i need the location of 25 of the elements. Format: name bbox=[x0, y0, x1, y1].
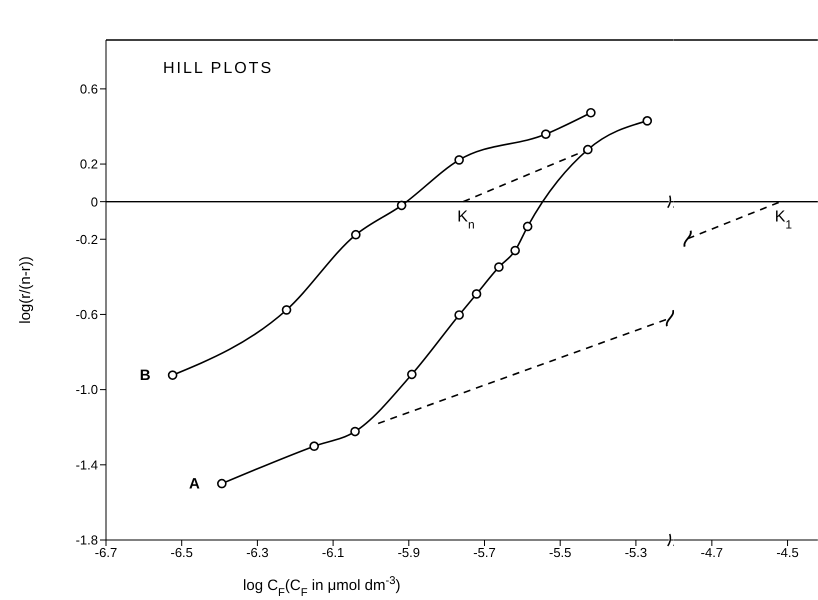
x-tick-label: -6.1 bbox=[322, 545, 344, 560]
y-tick-label: 0 bbox=[90, 194, 98, 210]
y-axis-title: log(r/(n-r)) bbox=[17, 256, 34, 324]
y-tick-label: -0.2 bbox=[76, 232, 98, 247]
y-tick-label: -1.0 bbox=[76, 382, 98, 398]
x-tick-label: -6.3 bbox=[246, 545, 269, 560]
y-tick-label: 0.6 bbox=[80, 81, 98, 96]
annotation: K$_{1}$ bbox=[774, 208, 792, 232]
x-tick-label: -5.7 bbox=[473, 545, 496, 560]
x-tick-label: -6.5 bbox=[170, 545, 193, 560]
y-tick-label: -0.6 bbox=[76, 307, 98, 322]
text: HILL PLOTS bbox=[163, 60, 274, 78]
y-tick-label: -1.8 bbox=[76, 532, 98, 548]
y-tick-label: -1.4 bbox=[76, 457, 98, 472]
x-tick-label: -5.5 bbox=[548, 545, 572, 560]
series-label: A bbox=[188, 476, 200, 493]
x-tick-label: -4.7 bbox=[700, 545, 723, 560]
x-axis-title: log C$_{F}$(C$_{F}$ in μmol dm$^{-3}$) bbox=[243, 575, 400, 599]
annotation: K$_{n}$ bbox=[457, 208, 475, 232]
series-label: B bbox=[140, 367, 151, 384]
y-tick-label: 0.2 bbox=[80, 156, 98, 172]
x-tick-label: -6.7 bbox=[94, 545, 118, 560]
x-tick-label: -4.5 bbox=[776, 545, 798, 560]
x-tick-label: -5.3 bbox=[624, 545, 648, 560]
x-tick-label: -5.9 bbox=[398, 545, 420, 560]
